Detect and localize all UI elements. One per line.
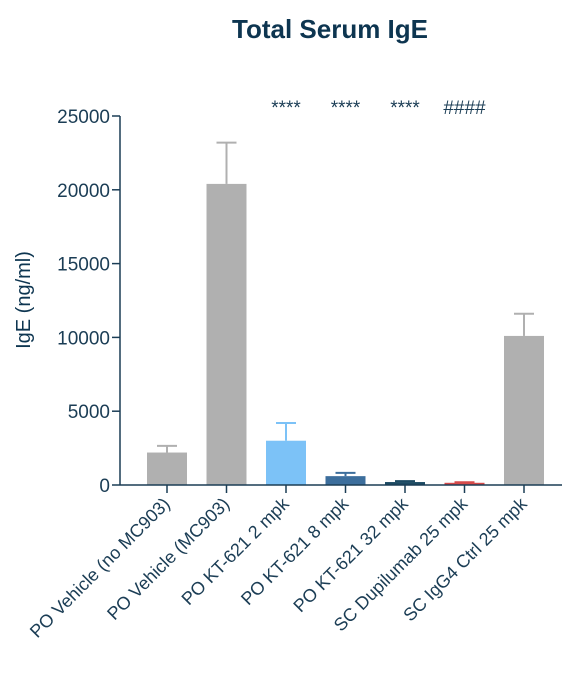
error-bar: [395, 480, 415, 483]
y-tick-label: 5000: [68, 402, 110, 423]
x-tick-label: PO KT-621 8 mpk: [237, 493, 353, 609]
x-axis: PO Vehicle (no MC903)PO Vehicle (MC903)P…: [26, 484, 562, 642]
bar: [504, 335, 544, 485]
bar: [147, 452, 187, 485]
error-bars: [157, 141, 534, 484]
bar: [385, 482, 425, 485]
significance-label: ****: [331, 98, 361, 119]
error-bar: [216, 141, 237, 184]
y-axis-label: IgE (ng/ml): [13, 251, 35, 349]
y-tick-label: 15000: [57, 255, 110, 276]
significance-markers: **** **** **** ####: [271, 98, 486, 119]
significance-label: ****: [271, 98, 301, 119]
bar: [444, 482, 485, 485]
bar: [325, 476, 366, 485]
x-tick-label: PO KT-621 32 mpk: [289, 493, 412, 616]
error-bar: [276, 422, 296, 441]
bars: [147, 183, 544, 485]
bar: [206, 183, 247, 485]
significance-label: ####: [443, 98, 486, 119]
error-bar: [157, 444, 177, 453]
significance-label: ****: [390, 98, 420, 119]
error-bar: [335, 471, 356, 477]
y-tick-label: 20000: [57, 181, 110, 202]
error-bar: [454, 481, 475, 484]
y-tick-label: 0: [99, 476, 110, 497]
x-tick-label: PO KT-621 2 mpk: [178, 493, 294, 609]
bar: [266, 440, 306, 485]
error-bar: [514, 312, 534, 336]
y-tick-label: 10000: [57, 328, 110, 349]
y-tick-label: 25000: [57, 107, 110, 128]
y-axis: 0 5000 10000 15000 20000 25000: [57, 107, 121, 497]
chart-title: Total Serum IgE: [232, 14, 428, 44]
